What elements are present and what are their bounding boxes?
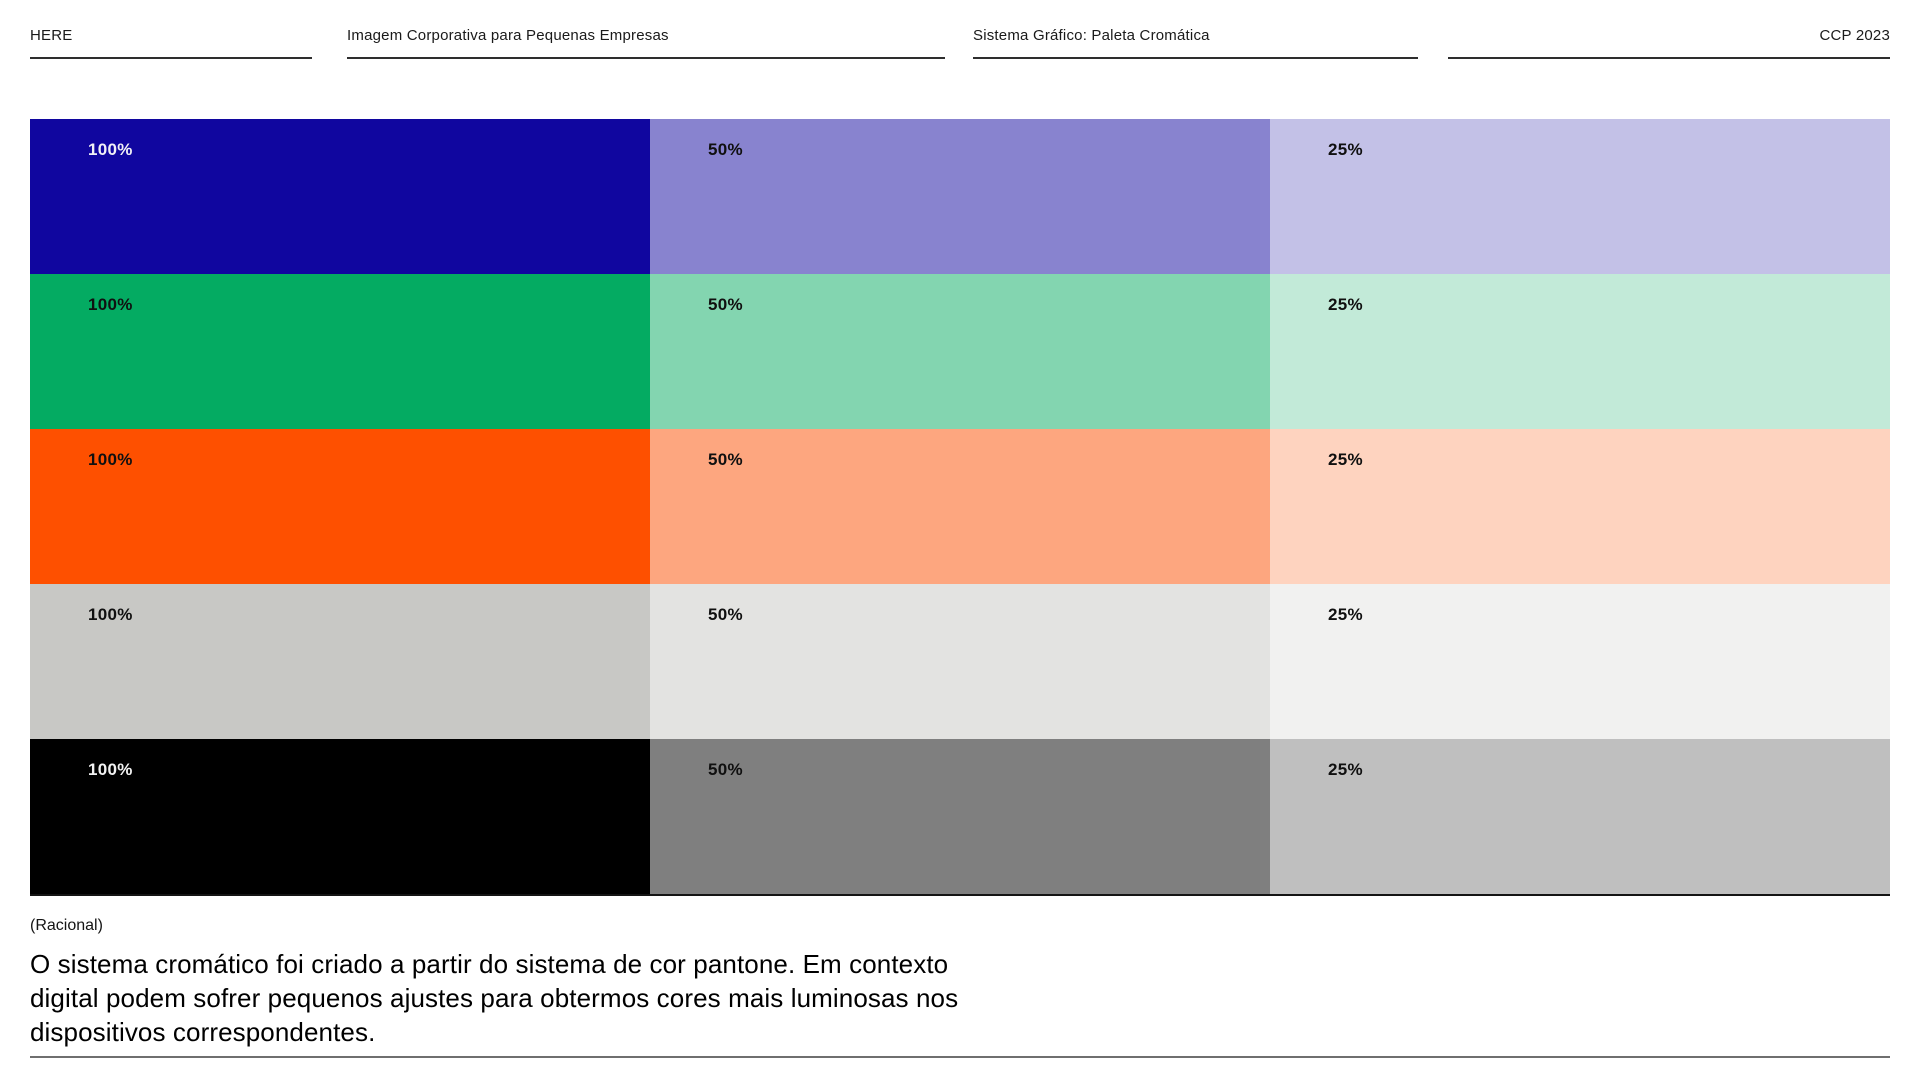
palette-swatch-green-50%: 50% bbox=[650, 274, 1270, 429]
palette-swatch-gray-50%: 50% bbox=[650, 584, 1270, 739]
project-title: Imagem Corporativa para Pequenas Empresa… bbox=[347, 27, 669, 44]
rational-line: dispositivos correspondentes. bbox=[30, 1017, 376, 1047]
tint-percentage-label: 100% bbox=[88, 450, 133, 469]
edition-label: CCP 2023 bbox=[1819, 27, 1890, 44]
palette-swatch-green-100%: 100% bbox=[30, 274, 650, 429]
rational-text: O sistema cromático foi criado a partir … bbox=[30, 947, 1890, 1049]
tint-percentage-label: 50% bbox=[708, 295, 743, 314]
tint-percentage-label: 100% bbox=[88, 295, 133, 314]
tint-percentage-label: 50% bbox=[708, 760, 743, 779]
section-title: Sistema Gráfico: Paleta Cromática bbox=[973, 27, 1210, 44]
palette-swatch-orange-50%: 50% bbox=[650, 429, 1270, 584]
palette-swatch-black-50%: 50% bbox=[650, 739, 1270, 894]
masthead-col-edition: CCP 2023 bbox=[1448, 27, 1890, 59]
tint-percentage-label: 25% bbox=[1328, 760, 1363, 779]
palette-swatch-orange-25%: 25% bbox=[1270, 429, 1890, 584]
palette-swatch-black-25%: 25% bbox=[1270, 739, 1890, 894]
masthead-col-section: Sistema Gráfico: Paleta Cromática bbox=[973, 27, 1418, 59]
tint-percentage-label: 25% bbox=[1328, 140, 1363, 159]
palette-swatch-gray-100%: 100% bbox=[30, 584, 650, 739]
palette-swatch-blue-100%: 100% bbox=[30, 119, 650, 274]
palette-grid: 100% 50% 25% 100% 50% 25% 100% 50% 25% 100% 50% 25%… bbox=[30, 119, 1890, 896]
rational-label: (Racional) bbox=[30, 917, 103, 934]
palette-swatch-blue-25%: 25% bbox=[1270, 119, 1890, 274]
palette-swatch-black-100%: 100% bbox=[30, 739, 650, 894]
palette-swatch-green-25%: 25% bbox=[1270, 274, 1890, 429]
palette-swatch-gray-25%: 25% bbox=[1270, 584, 1890, 739]
tint-percentage-label: 50% bbox=[708, 140, 743, 159]
tint-percentage-label: 100% bbox=[88, 140, 133, 159]
masthead-col-brand: HERE bbox=[30, 27, 312, 59]
masthead: HERE Imagem Corporativa para Pequenas Em… bbox=[30, 0, 1890, 59]
rational-line: O sistema cromático foi criado a partir … bbox=[30, 949, 949, 979]
tint-percentage-label: 50% bbox=[708, 605, 743, 624]
tint-percentage-label: 50% bbox=[708, 450, 743, 469]
palette-swatch-orange-100%: 100% bbox=[30, 429, 650, 584]
masthead-col-project: Imagem Corporativa para Pequenas Empresa… bbox=[347, 27, 945, 59]
rational-line: digital podem sofrer pequenos ajustes pa… bbox=[30, 983, 959, 1013]
tint-percentage-label: 25% bbox=[1328, 295, 1363, 314]
tint-percentage-label: 100% bbox=[88, 605, 133, 624]
bottom-rule bbox=[30, 1056, 1890, 1058]
brand-label: HERE bbox=[30, 27, 73, 44]
tint-percentage-label: 25% bbox=[1328, 450, 1363, 469]
palette-swatch-blue-50%: 50% bbox=[650, 119, 1270, 274]
tint-percentage-label: 100% bbox=[88, 760, 133, 779]
tint-percentage-label: 25% bbox=[1328, 605, 1363, 624]
